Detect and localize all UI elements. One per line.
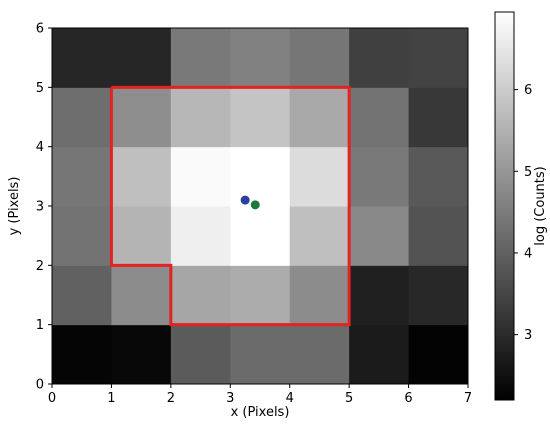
- y-tick-label: 6: [36, 22, 44, 37]
- heatmap-cell: [289, 146, 350, 207]
- y-axis: 0 1 2 3 4 5 6: [36, 22, 52, 393]
- heatmap-cell: [52, 265, 112, 326]
- colorbar-ticks: 3 4 5 6: [514, 83, 532, 343]
- heatmap-cell: [230, 146, 291, 207]
- heatmap-cell: [289, 265, 350, 326]
- x-tick-label: 0: [48, 391, 56, 406]
- heatmap-cell: [170, 206, 231, 266]
- x-tick-label: 3: [226, 391, 234, 406]
- heatmap-cell: [408, 324, 469, 385]
- heatmap-cell: [349, 265, 410, 326]
- aperture-outline-group: [109, 85, 351, 327]
- centroid-point-blue: [240, 195, 250, 205]
- heatmap-cell: [230, 324, 291, 385]
- y-tick-label: 4: [36, 140, 44, 155]
- heatmap-cell: [170, 146, 231, 207]
- heatmap-cell: [52, 146, 112, 207]
- colorbar: [494, 11, 515, 401]
- y-axis-label: y (Pixels): [7, 177, 22, 236]
- x-tick-label: 2: [167, 391, 175, 406]
- heatmap-cell: [349, 28, 410, 88]
- heatmap-cell: [52, 324, 112, 385]
- heatmap-cell: [408, 87, 469, 148]
- heatmap-cell: [408, 206, 469, 266]
- heatmap-cell: [349, 324, 410, 385]
- aperture-outline: [109, 85, 351, 327]
- heatmap-cell: [408, 28, 469, 88]
- heatmap-cell: [289, 28, 350, 88]
- x-tick-label: 1: [107, 391, 115, 406]
- y-tick-label: 1: [36, 318, 44, 333]
- heatmap-cell: [111, 87, 172, 148]
- heatmap-cell: [230, 87, 291, 148]
- heatmap-cell: [52, 87, 112, 148]
- heatmap-cell: [230, 265, 291, 326]
- centroid-points: [240, 195, 260, 210]
- y-tick-label: 3: [36, 200, 44, 215]
- heatmap-cell: [170, 265, 231, 326]
- x-axis: 0 1 2 3 4 5 6 7: [48, 384, 472, 406]
- x-tick-label: 7: [464, 391, 472, 406]
- heatmap-cell: [289, 87, 350, 148]
- heatmap-cell: [111, 28, 172, 88]
- heatmap-cell: [170, 28, 231, 88]
- x-tick-label: 4: [286, 391, 294, 406]
- x-tick-label: 6: [404, 391, 412, 406]
- heatmap-cell: [111, 206, 172, 266]
- heatmap-cell: [289, 324, 350, 385]
- heatmap-cells: [52, 28, 469, 385]
- heatmap-cell: [289, 206, 350, 266]
- heatmap-cell: [111, 265, 172, 326]
- heatmap-cell: [52, 28, 112, 88]
- heatmap-cell: [349, 87, 410, 148]
- heatmap-cell: [408, 265, 469, 326]
- heatmap-cell: [52, 206, 112, 266]
- heatmap-cell: [111, 324, 172, 385]
- x-axis-label: x (Pixels): [231, 405, 290, 420]
- colorbar-tick-label: 4: [524, 246, 532, 261]
- heatmap-cell: [111, 146, 172, 207]
- colorbar-label: log (Counts): [533, 166, 548, 245]
- x-tick-label: 5: [345, 391, 353, 406]
- heatmap-cell: [170, 87, 231, 148]
- colorbar-tick-label: 5: [524, 165, 532, 180]
- colorbar-tick-label: 6: [524, 83, 532, 98]
- heatmap-cell: [408, 146, 469, 207]
- heatmap-cell: [230, 28, 291, 88]
- heatmap-cell: [230, 206, 291, 266]
- colorbar-tick-label: 3: [524, 328, 532, 343]
- heatmap-cell: [349, 206, 410, 266]
- y-tick-label: 0: [36, 378, 44, 393]
- y-tick-label: 2: [36, 259, 44, 274]
- centroid-point-green: [250, 200, 260, 210]
- heatmap-cell: [170, 324, 231, 385]
- heatmap-cell: [349, 146, 410, 207]
- y-tick-label: 5: [36, 81, 44, 96]
